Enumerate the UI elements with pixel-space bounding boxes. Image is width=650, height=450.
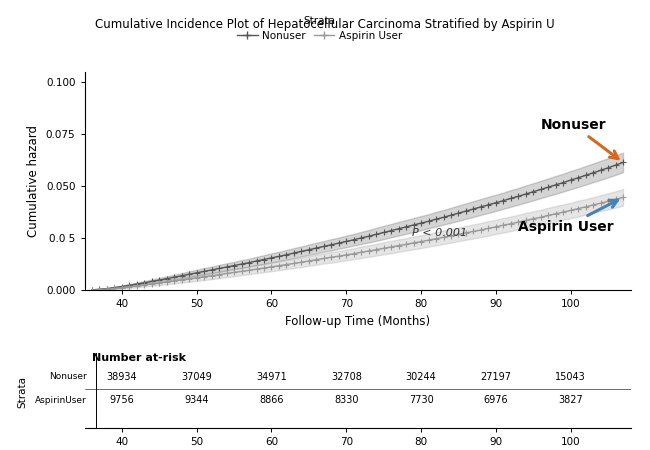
Text: 8866: 8866 (259, 395, 284, 405)
Text: Nonuser: Nonuser (541, 118, 618, 159)
X-axis label: Follow-up Time (Months): Follow-up Time (Months) (285, 315, 430, 328)
Text: 9344: 9344 (185, 395, 209, 405)
Text: 7730: 7730 (409, 395, 434, 405)
Legend: Nonuser, Aspirin User: Nonuser, Aspirin User (233, 12, 406, 45)
Text: 8330: 8330 (334, 395, 359, 405)
Text: 27197: 27197 (480, 372, 512, 382)
Text: 15043: 15043 (555, 372, 586, 382)
Text: 37049: 37049 (181, 372, 212, 382)
Text: 3827: 3827 (558, 395, 583, 405)
Text: 6976: 6976 (484, 395, 508, 405)
Text: 30244: 30244 (406, 372, 436, 382)
Text: 38934: 38934 (107, 372, 137, 382)
Text: Number at-risk: Number at-risk (92, 353, 186, 364)
Text: Aspirin User: Aspirin User (518, 200, 618, 234)
Y-axis label: Cumulative hazard: Cumulative hazard (27, 125, 40, 237)
Text: P < 0.001: P < 0.001 (412, 228, 467, 238)
Text: 32708: 32708 (331, 372, 361, 382)
Text: Strata: Strata (18, 375, 28, 408)
Text: Cumulative Incidence Plot of Hepatocellular Carcinoma Stratified by Aspirin U: Cumulative Incidence Plot of Hepatocellu… (95, 18, 555, 31)
Text: 9756: 9756 (109, 395, 135, 405)
Text: 34971: 34971 (256, 372, 287, 382)
Text: AspirinUser: AspirinUser (35, 396, 86, 405)
Text: Nonuser: Nonuser (49, 372, 86, 381)
